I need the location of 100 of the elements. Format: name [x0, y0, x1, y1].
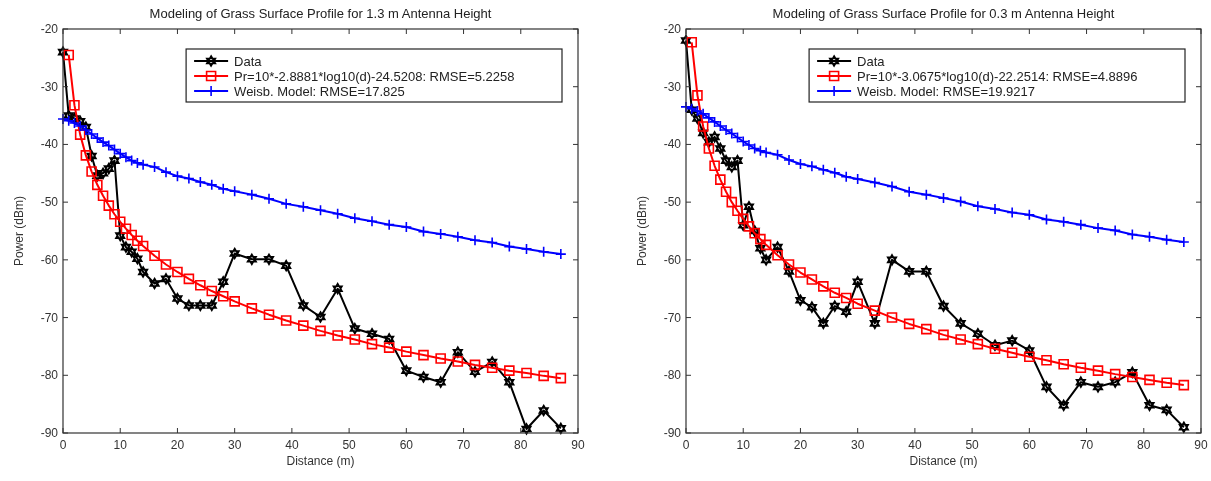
- point: [818, 317, 829, 330]
- point: [921, 265, 932, 278]
- point: [418, 349, 429, 361]
- point: [114, 216, 126, 228]
- point: [504, 376, 515, 389]
- point: [1178, 421, 1189, 434]
- point: [63, 49, 75, 61]
- point: [938, 329, 949, 341]
- point: [148, 161, 161, 173]
- point: [955, 334, 966, 345]
- point: [989, 339, 1001, 352]
- point: [115, 229, 126, 242]
- point: [1024, 351, 1035, 363]
- point: [989, 343, 1001, 355]
- point: [486, 236, 498, 249]
- y-tick-label: -70: [40, 310, 59, 325]
- point: [349, 334, 361, 345]
- point: [1092, 381, 1104, 393]
- point: [229, 296, 240, 307]
- point: [852, 298, 863, 310]
- point: [1109, 368, 1121, 380]
- point: [555, 372, 567, 384]
- point: [521, 423, 532, 435]
- point: [1058, 399, 1069, 412]
- point: [331, 207, 344, 220]
- point: [1075, 362, 1087, 374]
- point: [869, 176, 881, 189]
- point: [400, 221, 413, 233]
- point: [737, 213, 749, 225]
- y-tick-label: -20: [40, 22, 59, 36]
- point: [903, 318, 915, 330]
- point: [755, 242, 766, 255]
- point: [692, 112, 703, 125]
- y-tick-label: -90: [40, 426, 59, 440]
- point: [487, 356, 498, 368]
- point: [869, 305, 881, 316]
- point: [86, 166, 97, 177]
- point: [1040, 213, 1053, 226]
- point: [149, 250, 160, 262]
- point: [86, 150, 97, 162]
- point: [126, 245, 137, 258]
- legend-label: Data: [234, 53, 263, 69]
- point: [555, 422, 566, 435]
- legend-label: Weisb. Model: RMSE=17.825: [234, 83, 405, 99]
- point: [720, 186, 732, 198]
- point: [783, 154, 795, 166]
- y-tick-label: -80: [663, 368, 682, 383]
- point: [206, 285, 218, 297]
- point: [903, 185, 915, 198]
- point: [109, 208, 120, 220]
- point: [686, 36, 698, 48]
- point: [246, 303, 258, 314]
- point: [743, 221, 755, 232]
- point: [1161, 377, 1172, 389]
- x-axis-title: Distance (m): [286, 454, 355, 468]
- legend-label: Pr=10*-2.8881*log10(d)-24.5208: RMSE=5.2258: [234, 68, 515, 84]
- point: [538, 404, 549, 417]
- point: [314, 204, 327, 217]
- chart-title: Modeling of Grass Surface Profile for 0.3 m Antenna Height: [772, 6, 1115, 21]
- point: [452, 346, 463, 358]
- point: [183, 299, 195, 312]
- y-tick-label: -30: [40, 79, 59, 94]
- y-axis-title: Power (dBm): [12, 195, 26, 267]
- point: [263, 192, 275, 205]
- point: [109, 154, 120, 167]
- point: [280, 315, 292, 326]
- point: [692, 90, 703, 101]
- x-tick-label: 20: [170, 438, 185, 452]
- point: [869, 317, 880, 330]
- point: [1161, 404, 1172, 416]
- x-tick-label: 0: [59, 438, 67, 452]
- point: [537, 245, 550, 258]
- point: [829, 287, 841, 299]
- point: [1007, 334, 1018, 347]
- y-tick-label: -50: [663, 195, 682, 210]
- point: [760, 254, 772, 266]
- point: [715, 142, 726, 155]
- point: [1057, 215, 1070, 228]
- x-tick-label: 30: [227, 438, 242, 452]
- x-tick-label: 80: [1137, 438, 1151, 452]
- x-tick-label: 20: [793, 438, 808, 452]
- point: [469, 359, 481, 371]
- point: [851, 173, 864, 185]
- point: [366, 338, 378, 350]
- point: [886, 254, 898, 266]
- point: [69, 99, 80, 111]
- point: [92, 179, 103, 191]
- x-tick-label: 50: [342, 438, 357, 452]
- point: [795, 294, 806, 307]
- point: [828, 166, 841, 179]
- point: [384, 333, 395, 345]
- point: [1178, 379, 1190, 391]
- point: [1058, 359, 1069, 370]
- point: [126, 229, 137, 241]
- point: [840, 170, 853, 183]
- point: [972, 200, 984, 212]
- point: [229, 247, 240, 260]
- point: [228, 185, 241, 197]
- point: [1127, 366, 1138, 379]
- point: [281, 259, 292, 272]
